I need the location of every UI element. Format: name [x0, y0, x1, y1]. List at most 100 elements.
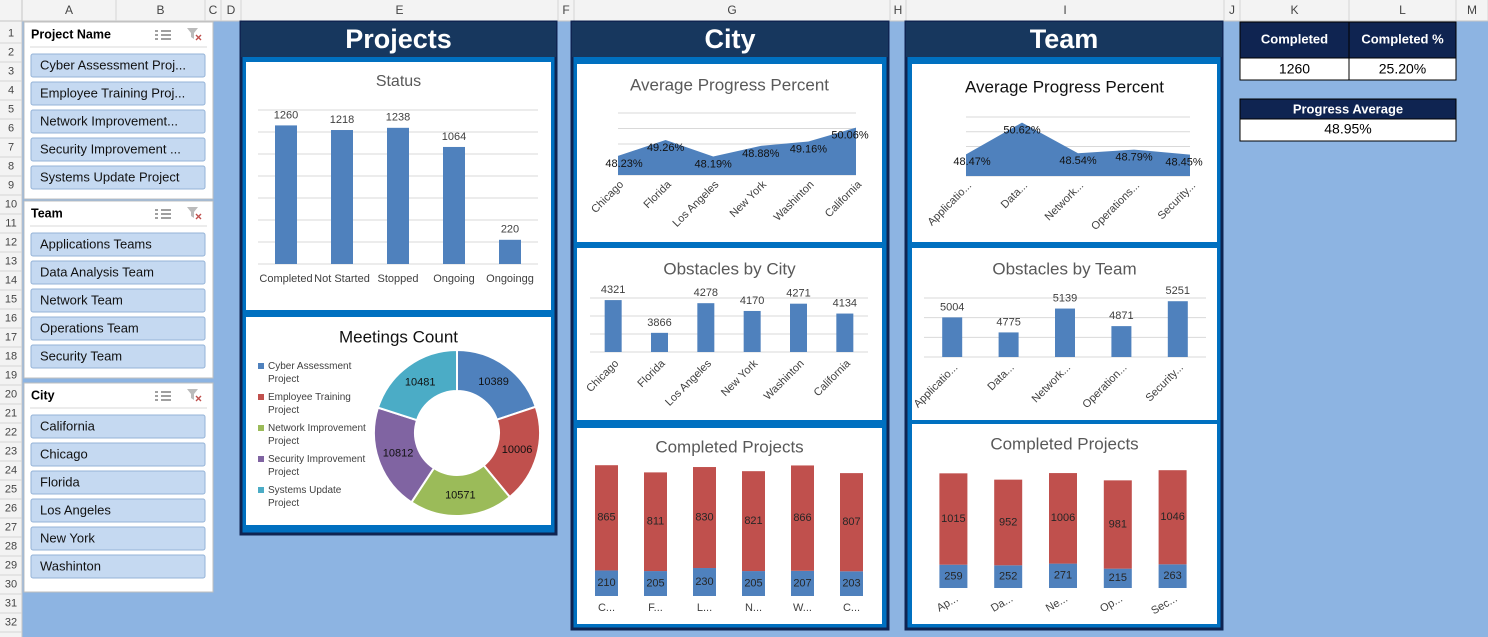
bar-segment: [840, 571, 863, 596]
slicer-title: Team: [31, 206, 63, 220]
slicer-button[interactable]: [30, 288, 206, 313]
row-number: 25: [5, 483, 17, 495]
row-number: 16: [5, 312, 17, 324]
bar-segment: [791, 570, 814, 596]
slicer-button[interactable]: [30, 137, 206, 162]
data-label: 807: [842, 516, 860, 528]
legend-swatch: [258, 425, 264, 431]
slicer-button[interactable]: [30, 260, 206, 285]
legend-entry: Network Improvement Project: [258, 422, 372, 448]
slicer-item[interactable]: California: [40, 418, 96, 433]
slicer-button[interactable]: [30, 53, 206, 78]
slicer-button[interactable]: [30, 498, 206, 523]
slicer-button[interactable]: [30, 414, 206, 439]
data-label: 205: [744, 577, 762, 589]
slicer-button[interactable]: [30, 344, 206, 369]
legend-label: Employee Training Project: [268, 392, 351, 416]
slicer-item[interactable]: Applications Teams: [40, 236, 152, 251]
data-label: 10389: [478, 376, 509, 388]
data-label: 4871: [1109, 310, 1133, 322]
x-tick-label: Completed: [259, 273, 312, 285]
row-number: 22: [5, 426, 17, 438]
row-number: 1: [8, 27, 14, 39]
column-letter: D: [227, 3, 236, 17]
slicer-item[interactable]: Washinton: [40, 558, 101, 573]
slicer-button[interactable]: [30, 526, 206, 551]
bar: [499, 239, 521, 264]
data-label: 210: [597, 577, 615, 589]
data-label: 1218: [330, 114, 354, 126]
data-label: 10481: [405, 376, 436, 388]
icon-stroke: [195, 213, 202, 220]
icon-stroke: [195, 34, 202, 41]
column-letter: F: [562, 3, 569, 17]
multi-select-icon[interactable]: [155, 30, 171, 40]
data-label: 1238: [386, 112, 410, 124]
clear-filter-icon[interactable]: [187, 389, 202, 402]
legend-swatch: [258, 394, 264, 400]
slicer-item[interactable]: Employee Training Proj...: [40, 85, 185, 100]
slicer-item[interactable]: Cyber Assessment Proj...: [40, 57, 186, 72]
icon-stroke: [187, 207, 198, 218]
multi-select-icon[interactable]: [155, 209, 171, 219]
slicer-item[interactable]: Network Team: [40, 292, 123, 307]
slicer-item[interactable]: Network Improvement...: [40, 113, 178, 128]
column-letter: I: [1063, 3, 1066, 17]
clear-filter-icon[interactable]: [187, 28, 202, 41]
bar-segment: [595, 465, 618, 571]
slicer-item[interactable]: New York: [40, 530, 95, 545]
slicer-button[interactable]: [30, 109, 206, 134]
icon-stroke: [187, 389, 198, 400]
multi-select-icon[interactable]: [155, 391, 171, 401]
slicer-button[interactable]: [30, 316, 206, 341]
data-label: 48.79%: [1115, 152, 1153, 164]
bar: [836, 313, 854, 352]
chart-title: Average Progress Percent: [630, 75, 829, 94]
data-label: 205: [646, 577, 664, 589]
bar: [1167, 301, 1188, 357]
slicer-button[interactable]: [30, 165, 206, 190]
column-letter: G: [727, 3, 736, 17]
slicer-item[interactable]: Chicago: [40, 446, 88, 461]
data-label: 811: [647, 516, 665, 528]
row-number: 4: [8, 84, 14, 96]
data-label: 4321: [601, 284, 625, 296]
slicer-item[interactable]: Operations Team: [40, 320, 139, 335]
slicer-button[interactable]: [30, 81, 206, 106]
data-label: 48.54%: [1059, 155, 1097, 167]
data-label: 866: [793, 512, 811, 524]
data-label: 5139: [1053, 292, 1077, 304]
data-label: 10812: [383, 448, 414, 460]
slicer-item[interactable]: Security Team: [40, 348, 122, 363]
row-number: 10: [5, 198, 17, 210]
clear-filter-icon[interactable]: [187, 207, 202, 220]
slicer-button[interactable]: [30, 232, 206, 257]
bar-segment: [693, 467, 716, 569]
data-label: 50.06%: [831, 129, 869, 141]
slicer-item[interactable]: Los Angeles: [40, 502, 111, 517]
bar: [331, 130, 353, 264]
column-letter: L: [1399, 3, 1406, 17]
slicer-button[interactable]: [30, 442, 206, 467]
slicer-title: City: [31, 388, 55, 402]
row-number: 15: [5, 293, 17, 305]
column-letter: B: [156, 3, 164, 17]
slicer-button[interactable]: [30, 554, 206, 579]
bar-segment: [742, 571, 765, 596]
x-tick-label: Not Started: [314, 273, 370, 285]
row-number: 29: [5, 559, 17, 571]
data-label: 230: [695, 576, 713, 588]
row-number: 18: [5, 350, 17, 362]
legend: Cyber Assessment Project Employee Trainin…: [258, 361, 372, 509]
data-label: 4170: [740, 295, 764, 307]
data-label: 5251: [1166, 285, 1190, 297]
slicer-item[interactable]: Security Improvement ...: [40, 141, 181, 156]
slicer-item[interactable]: Data Analysis Team: [40, 264, 154, 279]
chart-title: Status: [376, 73, 421, 90]
icon-stroke: [187, 28, 198, 39]
slicer-title: Project Name: [31, 27, 111, 41]
slicer-item[interactable]: Systems Update Project: [40, 169, 180, 184]
slicer-button[interactable]: [30, 470, 206, 495]
slicer-item[interactable]: Florida: [40, 474, 81, 489]
